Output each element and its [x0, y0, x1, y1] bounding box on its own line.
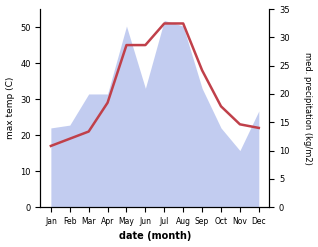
X-axis label: date (month): date (month) [119, 231, 191, 242]
Y-axis label: med. precipitation (kg/m2): med. precipitation (kg/m2) [303, 52, 313, 165]
Y-axis label: max temp (C): max temp (C) [5, 77, 15, 139]
